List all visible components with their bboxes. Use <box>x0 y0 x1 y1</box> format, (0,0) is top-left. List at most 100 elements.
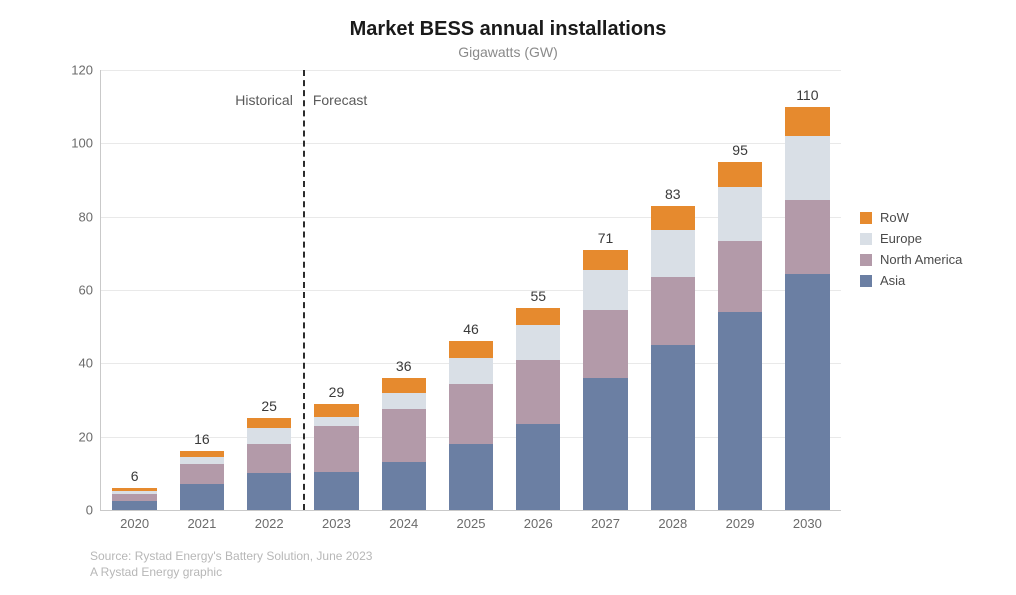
bar-segment-europe <box>314 417 358 426</box>
x-tick-label: 2026 <box>524 516 553 531</box>
bar-segment-na <box>785 200 829 273</box>
bar-segment-europe <box>112 491 156 494</box>
legend-label: Europe <box>880 231 922 246</box>
y-tick-label: 40 <box>79 356 93 371</box>
bar-segment-na <box>382 409 426 462</box>
bar-segment-na <box>449 384 493 445</box>
bar-segment-europe <box>382 393 426 410</box>
y-tick-label: 60 <box>79 283 93 298</box>
bar-total-label: 25 <box>247 398 291 414</box>
bar-segment-na <box>516 360 560 424</box>
x-tick-label: 2028 <box>658 516 687 531</box>
bar-group: 55 <box>516 308 560 510</box>
bar-group: 71 <box>583 250 627 510</box>
bar-segment-europe <box>180 457 224 464</box>
bar-segment-asia <box>516 424 560 510</box>
forecast-label: Forecast <box>313 92 367 108</box>
x-tick-label: 2025 <box>457 516 486 531</box>
bar-segment-na <box>651 277 695 345</box>
bar-segment-row <box>112 488 156 491</box>
source-line-1: Source: Rystad Energy's Battery Solution… <box>90 548 372 564</box>
bar-segment-row <box>449 341 493 358</box>
bar-segment-europe <box>583 270 627 310</box>
legend-item-asia: Asia <box>860 273 962 288</box>
legend-swatch <box>860 275 872 287</box>
bar-segment-europe <box>247 428 291 445</box>
bar-segment-asia <box>247 473 291 510</box>
x-tick-label: 2023 <box>322 516 351 531</box>
y-tick-label: 100 <box>71 136 93 151</box>
legend-item-europe: Europe <box>860 231 962 246</box>
x-tick-label: 2024 <box>389 516 418 531</box>
bar-group: 46 <box>449 341 493 510</box>
gridline <box>101 70 841 71</box>
bar-segment-na <box>112 494 156 501</box>
legend-label: North America <box>880 252 962 267</box>
bar-segment-na <box>583 310 627 378</box>
plot-area: 020406080100120HistoricalForecast2020620… <box>100 70 841 511</box>
y-tick-label: 80 <box>79 209 93 224</box>
bar-segment-row <box>718 162 762 188</box>
legend-label: RoW <box>880 210 909 225</box>
legend-swatch <box>860 233 872 245</box>
x-tick-label: 2029 <box>726 516 755 531</box>
x-tick-label: 2022 <box>255 516 284 531</box>
bar-segment-europe <box>785 136 829 200</box>
bar-segment-europe <box>651 230 695 278</box>
bar-total-label: 83 <box>651 186 695 202</box>
legend-swatch <box>860 254 872 266</box>
y-tick-label: 20 <box>79 429 93 444</box>
bar-segment-asia <box>180 484 224 510</box>
source-caption: Source: Rystad Energy's Battery Solution… <box>90 548 372 580</box>
legend-swatch <box>860 212 872 224</box>
x-tick-label: 2020 <box>120 516 149 531</box>
bar-segment-asia <box>785 274 829 511</box>
y-tick-label: 0 <box>86 503 93 518</box>
historical-label: Historical <box>235 92 293 108</box>
bar-segment-asia <box>583 378 627 510</box>
bar-group: 110 <box>785 107 829 510</box>
bar-total-label: 16 <box>180 431 224 447</box>
chart-title: Market BESS annual installations <box>0 18 1016 41</box>
bar-segment-row <box>180 451 224 457</box>
bar-segment-row <box>382 378 426 393</box>
legend-label: Asia <box>880 273 905 288</box>
x-tick-label: 2027 <box>591 516 620 531</box>
bar-segment-row <box>247 418 291 427</box>
bar-total-label: 71 <box>583 230 627 246</box>
bar-segment-row <box>785 107 829 136</box>
bar-segment-asia <box>112 501 156 510</box>
bar-segment-asia <box>314 472 358 511</box>
bar-segment-asia <box>449 444 493 510</box>
legend: RoW Europe North America Asia <box>860 210 962 294</box>
bar-group: 83 <box>651 206 695 510</box>
bar-group: 36 <box>382 378 426 510</box>
bar-segment-na <box>314 426 358 472</box>
bar-segment-row <box>583 250 627 270</box>
source-line-2: A Rystad Energy graphic <box>90 564 372 580</box>
bar-segment-asia <box>382 462 426 510</box>
bar-group: 16 <box>180 451 224 510</box>
bar-segment-asia <box>651 345 695 510</box>
bar-group: 25 <box>247 418 291 510</box>
bar-segment-na <box>180 464 224 484</box>
bar-total-label: 29 <box>314 384 358 400</box>
bar-group: 29 <box>314 404 358 510</box>
y-tick-label: 120 <box>71 63 93 78</box>
bar-segment-europe <box>516 325 560 360</box>
legend-item-row: RoW <box>860 210 962 225</box>
bar-total-label: 46 <box>449 321 493 337</box>
bar-group: 6 <box>112 488 156 510</box>
bar-total-label: 55 <box>516 288 560 304</box>
bar-total-label: 110 <box>785 87 829 103</box>
bar-segment-europe <box>449 358 493 384</box>
bar-segment-europe <box>718 187 762 240</box>
legend-item-na: North America <box>860 252 962 267</box>
bar-segment-na <box>718 241 762 313</box>
bar-segment-asia <box>718 312 762 510</box>
bar-segment-row <box>314 404 358 417</box>
bar-segment-row <box>651 206 695 230</box>
chart-subtitle: Gigawatts (GW) <box>0 44 1016 60</box>
x-tick-label: 2030 <box>793 516 822 531</box>
bar-total-label: 36 <box>382 358 426 374</box>
